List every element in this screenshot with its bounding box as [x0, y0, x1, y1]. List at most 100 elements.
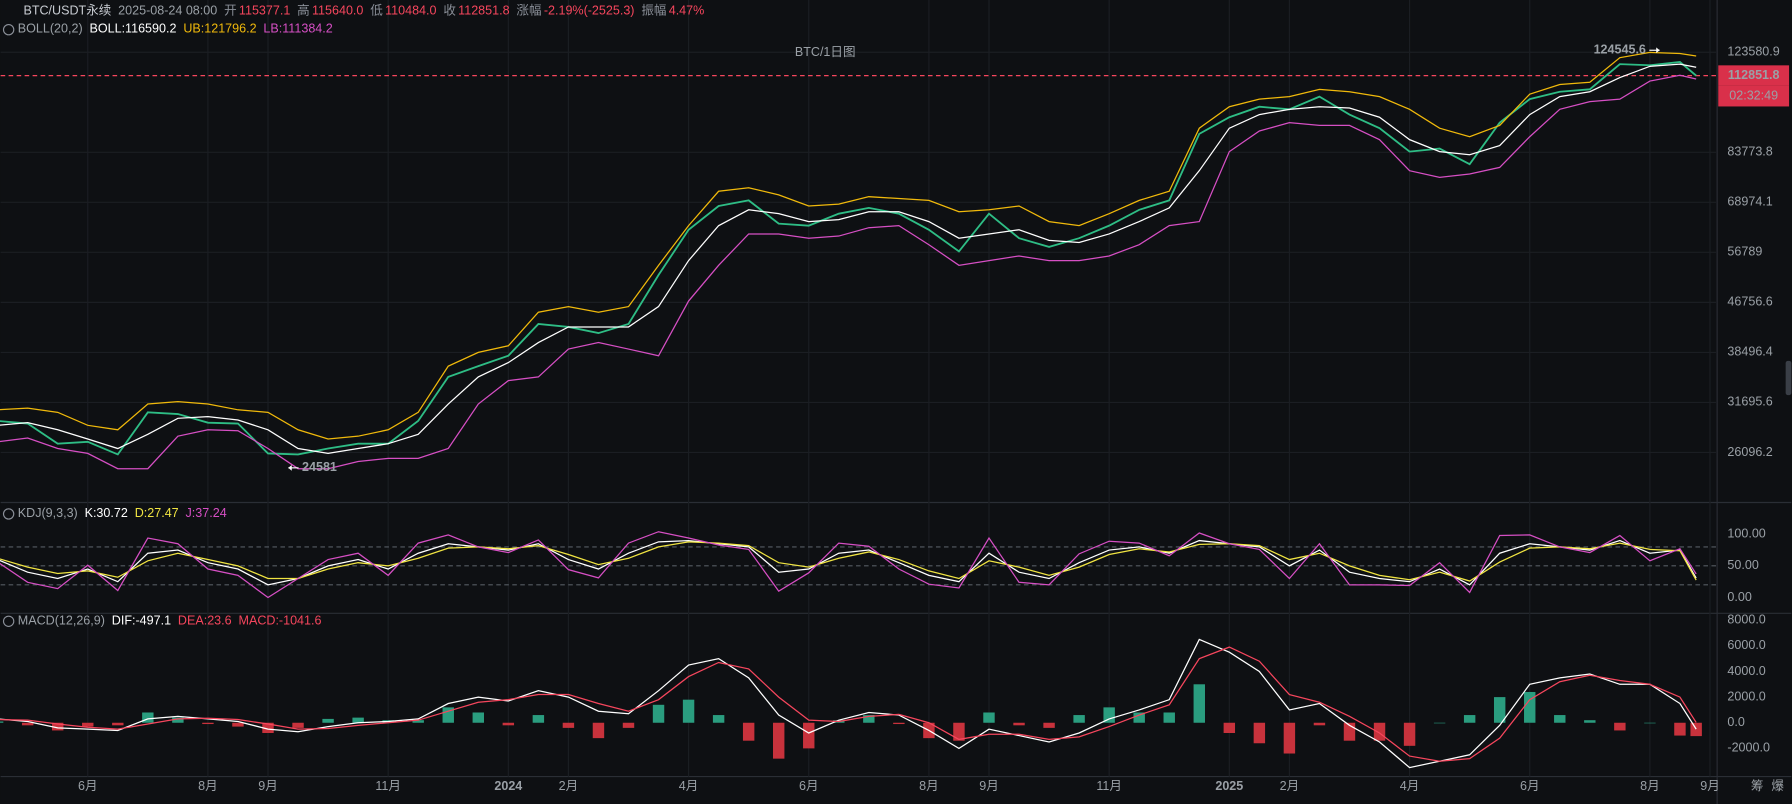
macd-bar: [592, 722, 605, 739]
legend-item: UB:121796.2: [183, 22, 256, 36]
macd-bar: [1584, 720, 1596, 723]
y-tick-label: 123580.9: [1727, 45, 1779, 59]
legend-item: D:27.47: [135, 506, 179, 520]
macd-bar: [112, 722, 124, 726]
field-value: -2.19%(-2525.3): [544, 4, 635, 18]
macd-bar: [21, 722, 34, 726]
field-value: 115640.0: [312, 4, 363, 18]
x-tick-label: 11月: [375, 779, 401, 793]
macd-bar: [682, 699, 695, 723]
x-tick-label: 2月: [1280, 779, 1300, 793]
x-tick-label: 2月: [559, 779, 579, 793]
macd-bar: [142, 712, 154, 723]
macd-bar: [412, 720, 424, 723]
chart-title: BTC/1日图: [795, 45, 856, 59]
y-tick-label: 26096.2: [1727, 445, 1772, 459]
macd-bar: [1043, 722, 1055, 728]
legend-item: BOLL:116590.2: [89, 22, 176, 36]
x-tick-label: 4月: [1400, 779, 1420, 793]
macd-bar: [1343, 722, 1356, 741]
side-tab[interactable]: [1785, 360, 1792, 396]
indicator-name: BOLL(20,2): [18, 22, 83, 36]
field-label: 涨幅: [516, 4, 541, 18]
macd-bar: [82, 722, 94, 727]
y-tick-label: 8000.0: [1727, 613, 1765, 627]
side-button[interactable]: 爆: [1771, 779, 1784, 793]
legend-item: DEA:23.6: [178, 614, 232, 628]
y-tick-label: 100.00: [1727, 527, 1765, 541]
macd-bar: [1283, 722, 1296, 754]
series-line: [0, 531, 1697, 599]
x-tick-label: 9月: [258, 779, 278, 793]
indicator-name: MACD(12,26,9): [18, 614, 105, 628]
extreme-label: 24581: [302, 460, 337, 474]
x-tick-label: 2025: [1215, 779, 1243, 793]
x-tick-label: 6月: [799, 779, 819, 793]
series-line: [0, 638, 1697, 769]
indicator-legend: BOLL(20,2) BOLL:116590.2 UB:121796.2 LB:111…: [18, 22, 333, 36]
y-tick-label: 50.00: [1727, 558, 1758, 572]
y-tick-label: 2000.0: [1727, 689, 1765, 703]
field-value: 110484.0: [385, 4, 436, 18]
y-tick-label: 46756.6: [1727, 295, 1772, 309]
field-label: 高: [297, 3, 310, 18]
macd-bar: [1644, 722, 1656, 724]
indicator-name: KDJ(9,3,3): [18, 506, 78, 520]
macd-bar: [622, 722, 635, 728]
macd-bar: [1403, 722, 1416, 746]
x-tick-label: 6月: [78, 779, 98, 793]
collapse-icon[interactable]: [2, 23, 15, 36]
macd-bar: [472, 712, 485, 723]
indicator-legend: MACD(12,26,9) DIF:-497.1 DEA:23.6 MACD:-104…: [18, 614, 322, 628]
x-tick-label: 8月: [919, 779, 939, 793]
series-line: [0, 61, 1697, 456]
field-label: 振幅: [641, 4, 666, 18]
extreme-label: 124545.6: [1594, 43, 1646, 57]
macd-bar: [562, 722, 575, 728]
macd-bar: [322, 718, 334, 723]
field-value: 115377.1: [239, 4, 290, 18]
x-tick-label: 9月: [979, 779, 999, 793]
macd-bar: [1493, 697, 1506, 723]
y-tick-label: 6000.0: [1727, 638, 1765, 652]
collapse-icon[interactable]: [2, 508, 15, 520]
macd-bar: [1193, 684, 1205, 723]
field-value: 112851.8: [458, 4, 509, 18]
macd-bar: [1163, 712, 1175, 723]
legend-item: K:30.72: [85, 506, 128, 520]
macd-bar: [772, 722, 785, 759]
macd-bar: [1674, 722, 1686, 736]
macd-bar: [532, 715, 545, 723]
x-tick-label: 2024: [494, 779, 522, 793]
plot-layer: [0, 51, 1702, 769]
y-tick-label: 56789: [1727, 245, 1762, 259]
macd-bar: [953, 722, 965, 741]
legend-item: MACD:-1041.6: [238, 614, 321, 628]
macd-bar: [1614, 722, 1626, 731]
extreme-arrowhead: [1656, 47, 1660, 54]
macd-bar: [52, 722, 64, 731]
side-button[interactable]: 筹: [1751, 778, 1764, 793]
y-tick-label: 4000.0: [1727, 664, 1765, 678]
indicator-legend: KDJ(9,3,3) K:30.72 D:27.47 J:37.24: [18, 506, 227, 520]
macd-bar: [1103, 707, 1115, 723]
series-line: [0, 74, 1697, 470]
macd-bar: [1554, 715, 1566, 723]
y-tick-label: 0.00: [1727, 590, 1751, 604]
macd-bar: [983, 712, 995, 723]
macd-bar: [1463, 715, 1476, 723]
symbol: BTC/USDT永续: [23, 4, 111, 18]
macd-bar: [1013, 722, 1025, 726]
x-tick-label: 4月: [679, 779, 699, 793]
y-tick-label: 68974.1: [1727, 195, 1772, 209]
collapse-icon[interactable]: [2, 615, 15, 627]
series-line: [0, 541, 1697, 582]
legend-item: J:37.24: [186, 506, 227, 520]
field-label: 收: [443, 4, 456, 18]
macd-bar: [232, 722, 244, 727]
macd-bar: [1253, 722, 1266, 744]
y-tick-label: -2000.0: [1727, 741, 1770, 755]
timestamp: 2025-08-24 08:00: [118, 4, 217, 18]
